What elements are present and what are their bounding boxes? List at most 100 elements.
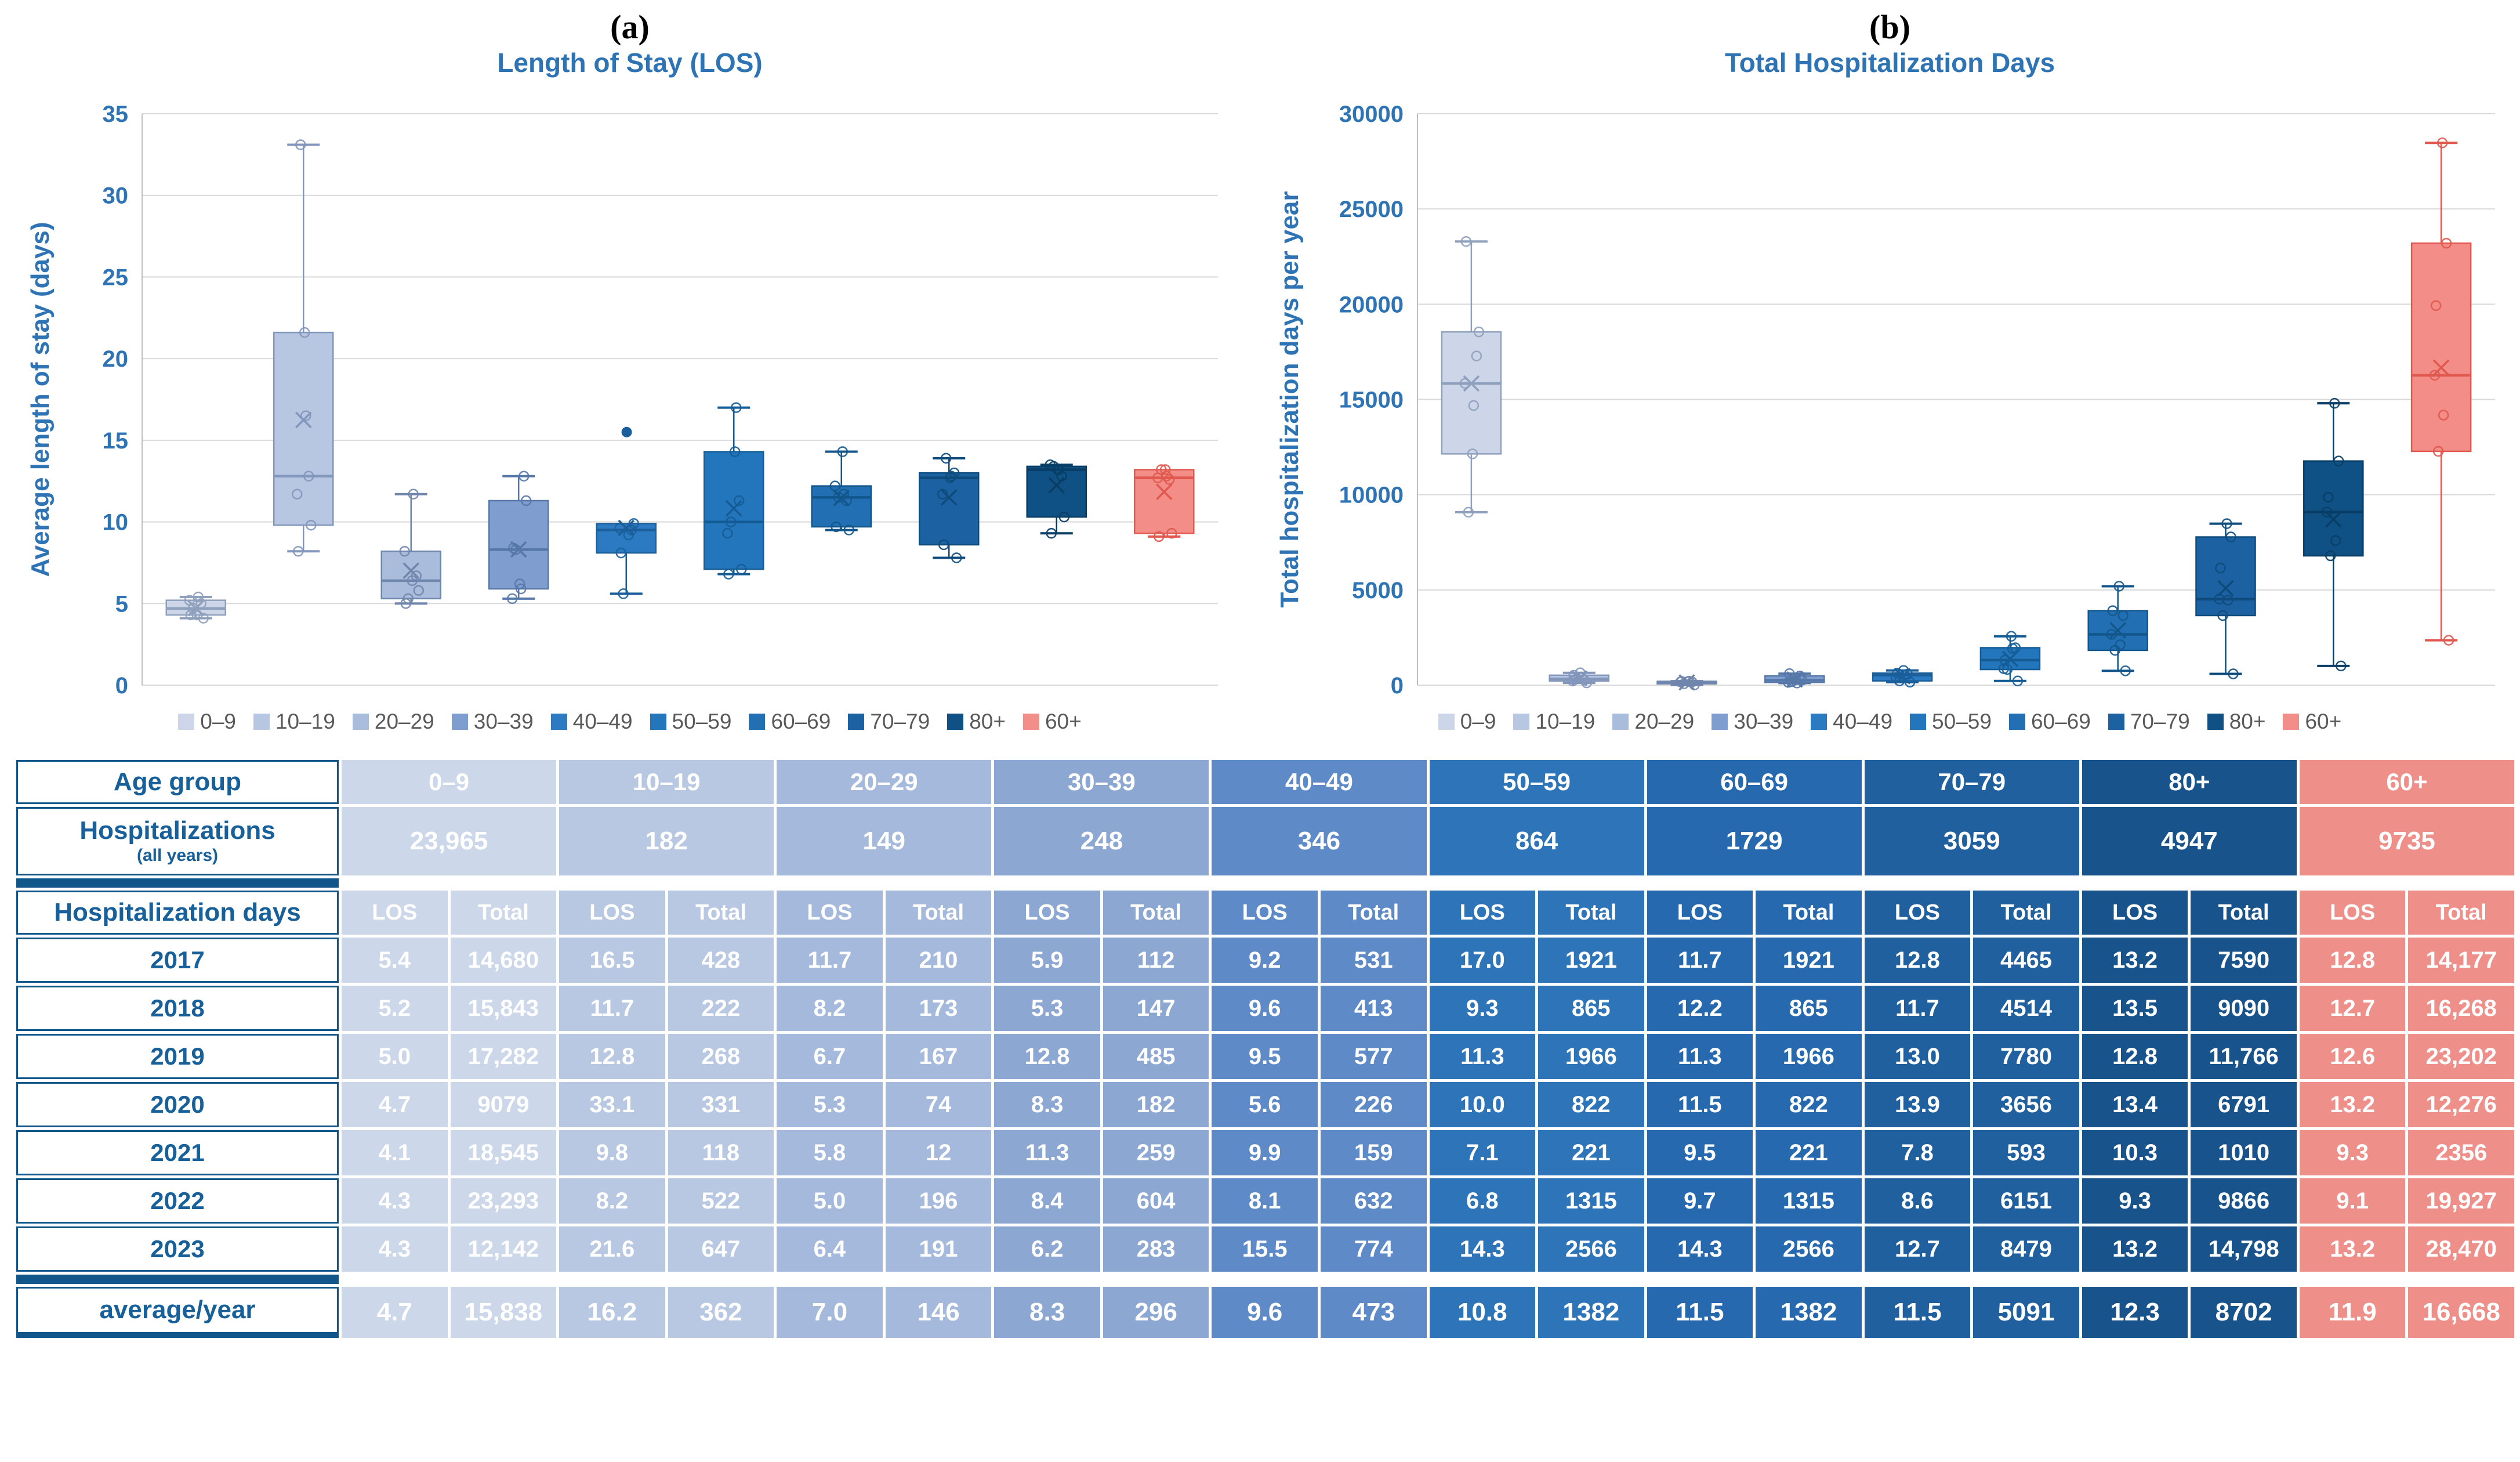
- data-point: [2322, 506, 2333, 518]
- chart-a-title: Length of Stay (LOS): [497, 48, 763, 78]
- total-value: 222: [668, 986, 774, 1031]
- total-value: 7780: [1973, 1034, 2079, 1079]
- chart-a-legend: 0–9 10–19 20–29 30–39 40–49 50–59 60–69 70–79 80…: [0, 703, 1260, 740]
- boxplot-series-60–69: [811, 446, 872, 535]
- los-value: 14.3: [1647, 1226, 1753, 1272]
- total-value: 221: [1756, 1130, 1862, 1175]
- los-header: LOS: [559, 891, 665, 935]
- data-point: [407, 575, 418, 587]
- row-label-year: 2017: [16, 938, 339, 983]
- data-point: [2217, 610, 2228, 621]
- legend-swatch-icon: [1612, 714, 1629, 730]
- total-value: 822: [1538, 1082, 1644, 1127]
- los-value: 13.9: [1864, 1082, 1971, 1127]
- chart-b-legend: 0–9 10–19 20–29 30–39 40–49 50–59 60–69 70–79 80…: [1260, 703, 2520, 740]
- los-value: 4.3: [342, 1178, 448, 1224]
- los-value: 10.0: [1429, 1082, 1536, 1127]
- chart-b-boxplot: 0 5000 10000 15000 20000 25000 30000 Total hosp…: [1275, 102, 2495, 699]
- data-point: [1790, 674, 1801, 685]
- legend-item-20–29: 20–29: [352, 710, 434, 734]
- legend-item-40–49: 40–49: [1811, 710, 1892, 734]
- total-value: 17,282: [450, 1034, 557, 1079]
- row-label-year: 2021: [16, 1130, 339, 1175]
- total-value: 12,276: [2408, 1082, 2514, 1127]
- legend-item-10–19: 10–19: [1513, 710, 1595, 734]
- total-value: 1966: [1538, 1034, 1644, 1079]
- y-tick-label: 25000: [1339, 197, 1404, 222]
- boxplot-series-50–59: [1979, 631, 2041, 686]
- los-header: LOS: [1429, 891, 1536, 935]
- legend-swatch-icon: [2008, 714, 2025, 730]
- total-value: 577: [1320, 1034, 1427, 1079]
- data-point: [2113, 581, 2124, 592]
- separator-bar: [16, 878, 339, 888]
- legend-item-50–59: 50–59: [1910, 710, 1992, 734]
- data-point: [722, 528, 733, 539]
- legend-item-0–9: 0–9: [178, 710, 236, 734]
- total-value: 3656: [1973, 1082, 2079, 1127]
- los-value: 8.2: [559, 1178, 665, 1224]
- los-value: 8.4: [994, 1178, 1100, 1224]
- total-value: 9079: [450, 1082, 557, 1127]
- total-value: 6791: [2191, 1082, 2297, 1127]
- total-value: 865: [1756, 986, 1862, 1031]
- hospitalizations-value: 23,965: [342, 807, 557, 875]
- los-header: LOS: [994, 891, 1100, 935]
- los-value: 10.3: [2082, 1130, 2188, 1175]
- data-point: [626, 524, 637, 535]
- total-value: 1921: [1756, 938, 1862, 983]
- data-point: [1052, 464, 1063, 475]
- los-header: LOS: [342, 891, 448, 935]
- legend-swatch-icon: [947, 714, 964, 730]
- data-point: [941, 453, 952, 464]
- boxplot-series-80+: [2303, 397, 2364, 672]
- los-value: 8.2: [777, 986, 883, 1031]
- data-point: [300, 410, 311, 421]
- total-value: 8479: [1973, 1226, 2079, 1272]
- data-point: [2429, 370, 2441, 381]
- data-point: [2430, 300, 2442, 311]
- total-value: 522: [668, 1178, 774, 1224]
- los-value: 6.2: [994, 1226, 1100, 1272]
- y-tick-label: 30: [103, 183, 129, 209]
- data-point: [2333, 455, 2344, 466]
- los-value: 12.8: [559, 1034, 665, 1079]
- data-point: [2336, 660, 2347, 672]
- data-point: [1154, 531, 1165, 542]
- y-tick-label: 20: [103, 346, 129, 372]
- los-value: 9.5: [1212, 1034, 1318, 1079]
- data-point: [518, 471, 530, 482]
- los-value: 11.7: [559, 986, 665, 1031]
- legend-label: 80+: [2229, 710, 2266, 733]
- data-point: [1471, 350, 1482, 361]
- data-point: [838, 488, 849, 500]
- los-value: 11.7: [1647, 938, 1753, 983]
- hospitalizations-value: 1729: [1647, 807, 1862, 875]
- data-point: [1468, 400, 1480, 411]
- legend-label: 30–39: [473, 710, 534, 733]
- legend-item-80+: 80+: [2207, 710, 2266, 734]
- legend-label: 70–79: [2130, 710, 2190, 733]
- los-value: 5.8: [777, 1130, 883, 1175]
- data-point: [1797, 675, 1808, 686]
- legend-label: 30–39: [1734, 710, 1794, 733]
- legend-label: 40–49: [572, 710, 633, 733]
- average-total-value: 8702: [2191, 1287, 2297, 1338]
- los-value: 11.5: [1647, 1082, 1753, 1127]
- age-group-header: 10–19: [559, 760, 774, 804]
- total-value: 14,177: [2408, 938, 2514, 983]
- los-value: 8.6: [1864, 1178, 1971, 1224]
- legend-label: 50–59: [672, 710, 732, 733]
- data-point: [1891, 667, 1903, 679]
- average-total-value: 296: [1103, 1287, 1209, 1338]
- total-value: 221: [1538, 1130, 1644, 1175]
- y-tick-label: 10: [103, 510, 129, 535]
- data-point: [2323, 491, 2334, 503]
- row-label-year: 2020: [16, 1082, 339, 1127]
- data-point: [408, 488, 419, 500]
- total-value: 1966: [1756, 1034, 1862, 1079]
- legend-label: 70–79: [870, 710, 930, 733]
- boxplot-series-70–79: [919, 453, 980, 563]
- y-tick-label: 25: [103, 265, 129, 290]
- panel-b-label: (b): [1869, 8, 1910, 46]
